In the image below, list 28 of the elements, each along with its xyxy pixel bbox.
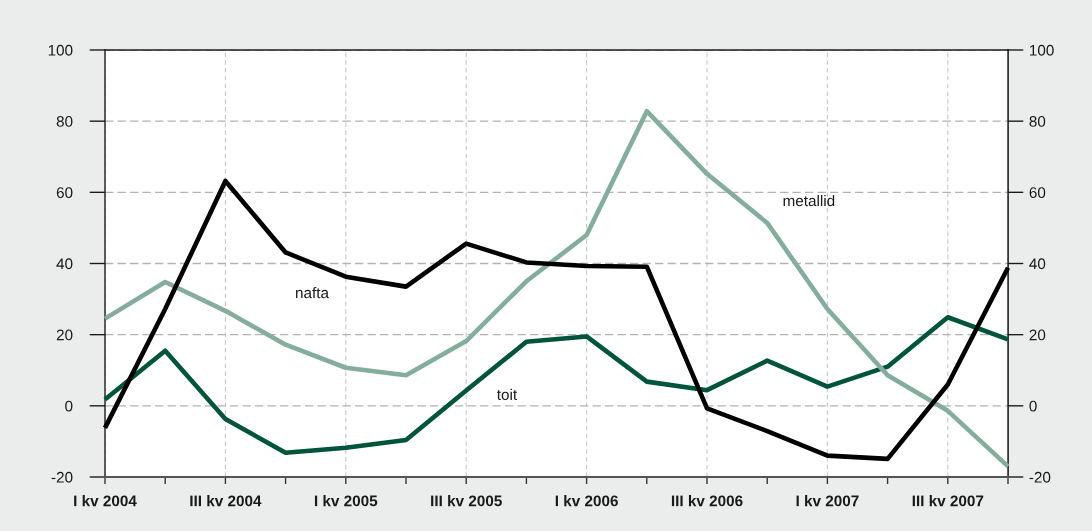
x-tick-label: III kv 2005 — [431, 495, 502, 507]
x-tick-label: I kv 2006 — [555, 495, 618, 507]
y2-tick-label: 0 — [1029, 400, 1037, 412]
series-label: nafta — [296, 287, 329, 299]
y-tick-label: 100 — [48, 44, 73, 56]
y2-tick-label: 80 — [1029, 116, 1046, 127]
y2-tick-label: 60 — [1029, 187, 1046, 199]
y-tick-label: 60 — [56, 187, 73, 199]
series-label: metallid — [783, 194, 835, 207]
y2-tick-label: 20 — [1029, 329, 1046, 341]
y2-tick-label: 40 — [1029, 258, 1046, 270]
x-tick-label: III kv 2004 — [190, 495, 262, 507]
x-tick-label: I kv 2005 — [314, 495, 378, 507]
y-tick-label: 80 — [56, 116, 73, 127]
y-tick-label: -20 — [51, 471, 73, 483]
line-series — [102, 314, 1011, 456]
y-tick-label: 0 — [65, 400, 73, 412]
y2-tick-label: -20 — [1029, 471, 1051, 483]
line-series — [102, 178, 1011, 462]
x-tick-label: I kv 2007 — [796, 495, 859, 507]
y-tick-label: 40 — [56, 258, 73, 270]
x-tick-label: III kv 2006 — [671, 495, 743, 507]
x-tick-label: I kv 2004 — [74, 495, 137, 507]
line-series — [102, 108, 1011, 469]
x-tick-label: III kv 2007 — [912, 495, 984, 507]
series-label: toit — [497, 388, 518, 401]
y-tick-label: 20 — [56, 329, 73, 341]
y2-tick-label: 100 — [1030, 44, 1054, 56]
